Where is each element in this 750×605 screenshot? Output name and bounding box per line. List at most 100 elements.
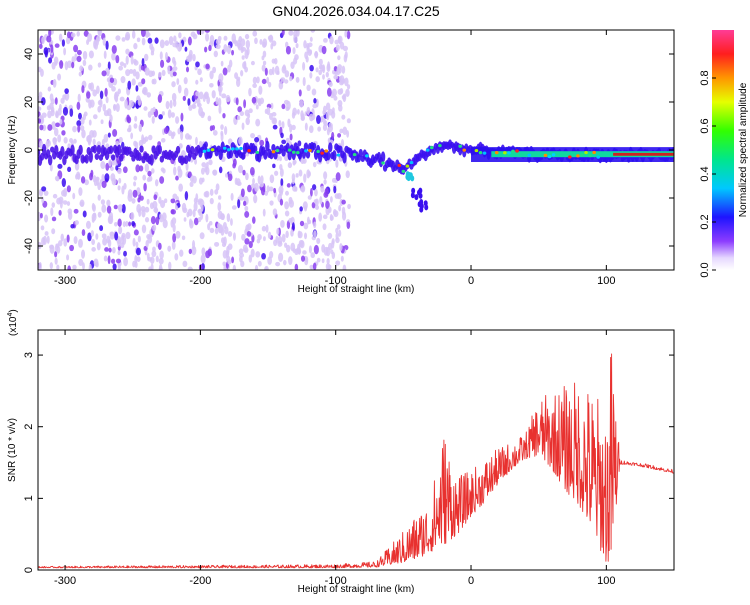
- spectrogram-noise-mark: [331, 177, 337, 183]
- spectrogram-noise-mark: [262, 236, 266, 242]
- spectrogram-noise-mark: [108, 159, 112, 167]
- spectrogram-noise-mark: [153, 194, 158, 201]
- spectrogram-noise-mark: [57, 73, 62, 81]
- spectrogram-noise-mark: [87, 33, 93, 42]
- spectrogram-noise-mark: [142, 174, 147, 181]
- spectrogram-noise-mark: [187, 266, 193, 270]
- spectrogram-noise-mark: [115, 103, 120, 112]
- spectrogram-noise-mark: [311, 201, 316, 209]
- spectrogram-noise-mark: [141, 209, 146, 218]
- spectrogram-noise-mark: [59, 119, 63, 125]
- spectrogram-noise-mark: [227, 243, 233, 251]
- spectrogram-noise-mark: [187, 171, 192, 178]
- spectrogram-noise-mark: [272, 163, 276, 169]
- spectrogram-hot-mark: [588, 154, 592, 158]
- spectrogram-noise-mark: [341, 114, 346, 120]
- spectrogram-noise-mark: [168, 261, 172, 270]
- spectrogram-noise-mark: [118, 65, 123, 71]
- spectrogram-noise-mark: [324, 187, 329, 197]
- spectrogram-noise-mark: [169, 99, 173, 109]
- spectrogram-noise-mark: [158, 266, 163, 270]
- spectrogram-noise-mark: [55, 110, 59, 118]
- spectrogram-noise-mark: [180, 130, 184, 141]
- spectrogram-noise-mark: [189, 181, 194, 188]
- spectrogram-noise-mark: [91, 212, 97, 222]
- spectrogram-noise-mark: [149, 202, 154, 210]
- spectrogram-noise-mark: [259, 39, 263, 45]
- spectrogram-noise-mark: [328, 81, 333, 87]
- spectrogram-noise-mark: [117, 168, 122, 175]
- spectrogram-noise-mark: [152, 246, 156, 253]
- spectrogram-noise-mark: [61, 178, 66, 188]
- colorbar: 0.0 0.2 0.4 0.6 0.8 Normalized spectral ampl…: [699, 30, 749, 278]
- spectrogram-noise-mark: [239, 111, 245, 117]
- spectrogram-band-mark: [60, 146, 65, 157]
- spectrogram-noise-mark: [117, 266, 121, 270]
- spectrogram-noise-mark: [63, 136, 68, 144]
- spectrogram-noise-mark: [306, 106, 311, 116]
- spectrogram-noise-mark: [54, 257, 58, 265]
- spectrogram-noise-mark: [49, 102, 54, 110]
- spectrogram-noise-mark: [148, 175, 153, 182]
- spectrogram-noise-mark: [103, 255, 108, 262]
- spectrogram-noise-mark: [314, 50, 319, 59]
- spectrogram-noise-mark: [76, 55, 82, 63]
- spectrogram-band-mark: [84, 154, 89, 164]
- spectrogram-noise-mark: [146, 198, 150, 205]
- spectrogram-noise-mark: [305, 257, 309, 263]
- spectrogram-noise-mark: [78, 258, 84, 266]
- colorbar-tick-label: 0.8: [699, 70, 711, 85]
- spectrogram-noise-mark: [215, 96, 219, 105]
- spectrogram-band-mark: [92, 144, 98, 154]
- spectrogram-noise-mark: [167, 245, 172, 252]
- spectrogram-noise-mark: [211, 124, 216, 131]
- spectrogram-y-label: Frequency (Hz): [7, 116, 18, 185]
- spectrogram-noise-mark: [114, 231, 119, 241]
- spectrogram-noise-mark: [79, 199, 85, 208]
- spectrogram-noise-mark: [285, 190, 289, 196]
- spectrogram-noise-mark: [144, 206, 150, 213]
- spectrogram-noise-mark: [225, 94, 231, 103]
- spectrogram-noise-mark: [43, 47, 49, 56]
- spectrogram-x-tick-label: -200: [189, 275, 211, 287]
- spectrogram-noise-mark: [95, 233, 99, 240]
- spectrogram-noise-mark: [198, 91, 204, 100]
- spectrogram-noise-mark: [151, 250, 157, 258]
- spectrogram-noise-mark: [245, 117, 250, 126]
- spectrogram-noise-mark: [106, 77, 111, 83]
- spectrogram-noise-mark: [309, 72, 313, 79]
- spectrogram-noise-mark: [307, 49, 312, 57]
- spectrogram-noise-mark: [299, 99, 304, 108]
- spectrogram-noise-mark: [130, 55, 134, 65]
- spectrogram-noise-mark: [303, 222, 309, 230]
- spectrogram-noise-mark: [67, 208, 73, 215]
- spectrogram-noise-mark: [337, 88, 343, 95]
- spectrogram-noise-mark: [343, 54, 348, 63]
- spectrogram-noise-mark: [107, 61, 111, 71]
- spectrogram-noise-mark: [208, 159, 213, 166]
- spectrogram-noise-mark: [255, 104, 259, 110]
- spectrogram-hot-mark: [576, 154, 580, 158]
- spectrogram-noise-mark: [144, 163, 150, 173]
- spectrogram-noise-mark: [175, 175, 179, 181]
- spectrogram-noise-mark: [221, 93, 227, 99]
- spectrogram-noise-mark: [118, 136, 123, 143]
- spectrogram-noise-mark: [274, 65, 280, 75]
- spectrogram-noise-mark: [66, 234, 70, 243]
- spectrogram-noise-mark: [78, 112, 82, 120]
- spectrogram-noise-mark: [223, 236, 227, 246]
- spectrogram-noise-mark: [326, 258, 330, 265]
- spectrogram-noise-mark: [252, 216, 256, 224]
- spectrogram-noise-mark: [43, 190, 49, 196]
- spectrogram-noise-mark: [90, 169, 94, 178]
- spectrogram-noise-mark: [345, 88, 350, 97]
- spectrogram-noise-mark: [245, 172, 249, 181]
- spectrogram-noise-mark: [335, 172, 341, 182]
- spectrogram-noise-mark: [149, 43, 154, 50]
- spectrogram-noise-mark: [218, 73, 224, 83]
- spectrogram-noise-mark: [48, 57, 53, 64]
- spectrogram-band-mark: [303, 142, 309, 151]
- spectrogram-noise-mark: [109, 114, 113, 123]
- spectrogram-noise-mark: [49, 262, 53, 270]
- spectrogram-noise-mark: [287, 162, 293, 169]
